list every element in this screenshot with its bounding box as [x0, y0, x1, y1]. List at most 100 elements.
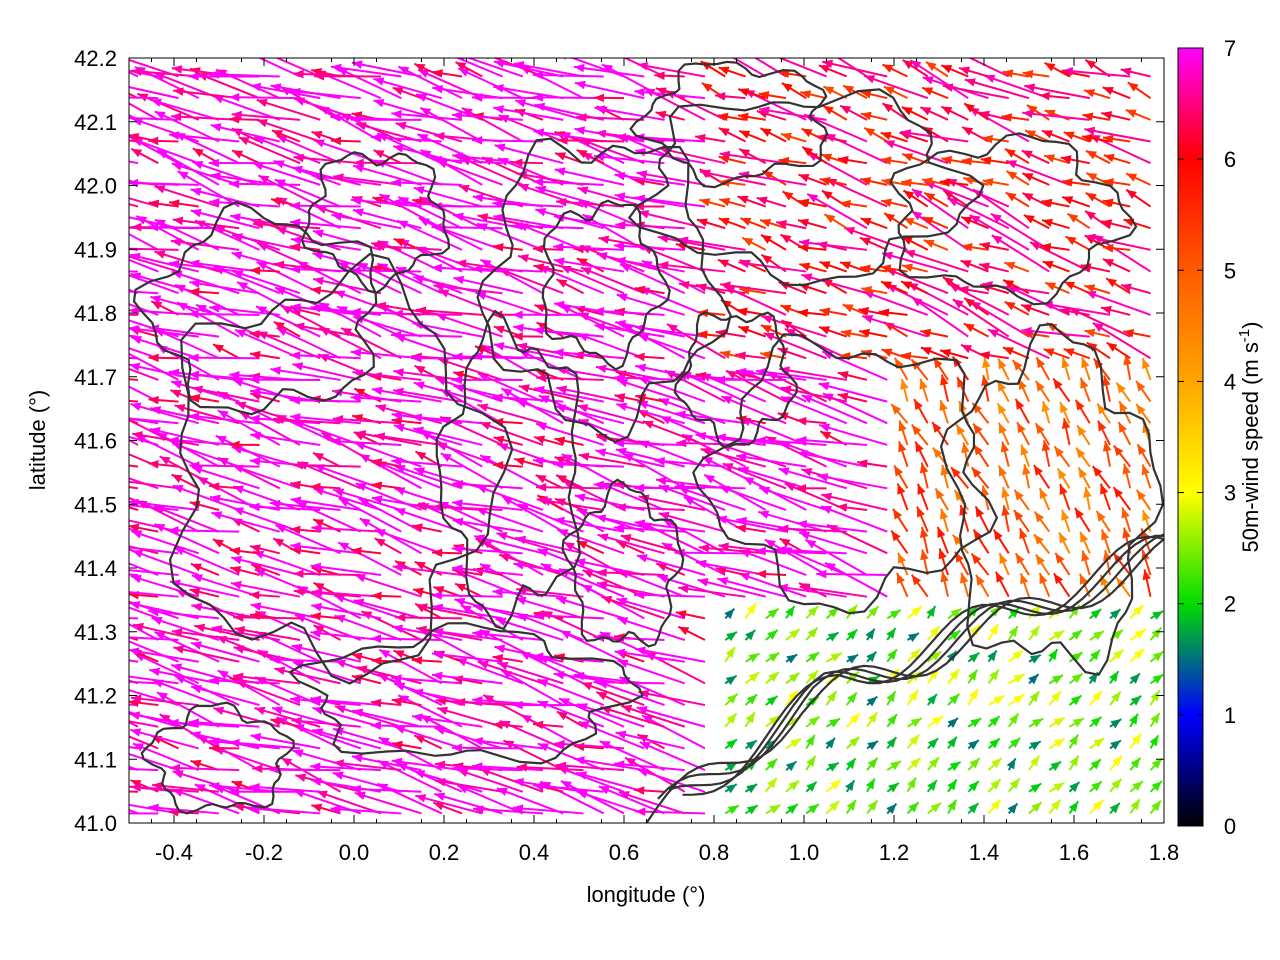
wind-vector-shaft — [255, 305, 321, 338]
wind-vector-shaft — [171, 442, 240, 468]
wind-vector-head — [593, 480, 604, 490]
wind-vector-head — [922, 217, 934, 226]
wind-vector-head — [394, 465, 406, 474]
wind-vector-head — [398, 695, 410, 704]
wind-vector-head — [576, 113, 587, 122]
wind-vector-head — [291, 165, 303, 175]
wind-vector-head — [678, 626, 690, 636]
wind-vector-head — [150, 406, 162, 415]
wind-vector-head — [796, 417, 807, 426]
wind-vector-shaft — [289, 354, 361, 360]
wind-vector-head — [1005, 192, 1017, 202]
wind-vector-head — [233, 645, 245, 654]
wind-vector-shaft — [293, 156, 361, 165]
wind-vector-head — [289, 525, 301, 535]
wind-vector-head — [432, 627, 444, 637]
wind-vector-head — [746, 603, 756, 615]
wind-vector-head — [982, 357, 991, 368]
wind-vector-head — [573, 671, 585, 681]
wind-vector-layer — [110, 58, 1164, 817]
wind-vector-head — [431, 548, 443, 558]
wind-vector-shaft — [479, 767, 544, 793]
wind-vector-head — [973, 529, 983, 541]
wind-vector-head — [935, 488, 945, 500]
wind-vector-head — [415, 306, 427, 315]
wind-vector-head — [173, 645, 185, 654]
wind-vector-head — [768, 672, 779, 682]
wind-vector-head — [472, 136, 483, 145]
wind-vector-head — [910, 60, 922, 70]
wind-vector-head — [860, 90, 872, 99]
wind-vector-head — [920, 549, 929, 561]
terrain-contour — [692, 333, 999, 615]
wind-vector-head — [231, 251, 243, 260]
wind-vector-head — [533, 263, 545, 272]
wind-vector-head — [256, 261, 268, 271]
wind-vector-head — [760, 325, 772, 334]
wind-vector-head — [925, 61, 937, 71]
wind-vector-head — [356, 665, 368, 674]
wind-vector-head — [968, 669, 978, 681]
wind-vector-head — [737, 195, 749, 204]
wind-vector-shaft — [170, 239, 240, 251]
wind-vector-head — [371, 495, 383, 504]
wind-vector-shaft — [231, 234, 301, 251]
wind-vector-shaft — [320, 431, 382, 468]
wind-vector-head — [313, 582, 325, 592]
wind-vector-head — [880, 264, 892, 273]
wind-vector-shaft — [843, 226, 908, 251]
wind-vector-shaft — [674, 485, 746, 490]
wind-vector-head — [561, 454, 573, 463]
wind-vector-shaft — [614, 650, 685, 663]
wind-vector-shaft — [354, 573, 422, 598]
wind-vector-shaft — [129, 270, 139, 273]
wind-vector-shaft — [472, 354, 544, 360]
wind-vector-head — [350, 393, 362, 403]
wind-vector-head — [1092, 322, 1104, 332]
wind-vector-head — [942, 83, 954, 92]
wind-vector-shaft — [234, 328, 301, 360]
wind-vector-head — [998, 465, 1007, 477]
wind-vector-head — [333, 759, 345, 768]
wind-vector-shaft — [554, 405, 625, 425]
wind-vector-head — [129, 252, 141, 262]
wind-vector-shaft — [289, 415, 361, 425]
wind-vector-shaft — [232, 270, 301, 295]
wind-vector-head — [492, 587, 503, 597]
wind-vector-head — [230, 213, 241, 222]
wind-vector-head — [292, 661, 304, 670]
wind-vector-head — [846, 629, 858, 640]
wind-vector-shaft — [394, 464, 463, 490]
wind-vector-shaft — [1029, 241, 1091, 273]
wind-vector-head — [881, 348, 893, 357]
wind-vector-shaft — [494, 645, 564, 663]
wind-vector-head — [1001, 487, 1010, 498]
wind-vector-head — [532, 244, 544, 254]
wind-vector-head — [431, 223, 442, 232]
wind-vector-head — [273, 260, 285, 270]
wind-vector-head — [847, 692, 857, 704]
wind-vector-head — [499, 553, 511, 562]
wind-vector-head — [639, 742, 651, 751]
wind-vector-head — [493, 243, 504, 252]
wind-vector-head — [767, 608, 779, 619]
wind-vector-head — [1029, 654, 1041, 664]
wind-vector-head — [1112, 755, 1122, 767]
colorbar-tick-label: 2 — [1224, 592, 1236, 617]
wind-vector-head — [172, 770, 184, 779]
wind-vector-head — [816, 569, 827, 579]
wind-vector-head — [699, 198, 711, 207]
wind-vector-head — [1071, 630, 1083, 640]
wind-vector-shaft — [739, 549, 807, 576]
wind-vector-head — [1090, 609, 1102, 619]
wind-vector-shaft — [173, 89, 240, 100]
wind-vector-shaft — [129, 519, 179, 533]
wind-vector-head — [556, 475, 568, 484]
wind-vector-head — [990, 213, 1002, 223]
wind-vector-head — [209, 737, 220, 747]
wind-vector-head — [289, 243, 301, 252]
wind-vector-head — [110, 81, 121, 89]
wind-vector-head — [1103, 244, 1114, 253]
terrain-contour — [140, 701, 295, 815]
wind-vector-shaft — [451, 113, 523, 121]
